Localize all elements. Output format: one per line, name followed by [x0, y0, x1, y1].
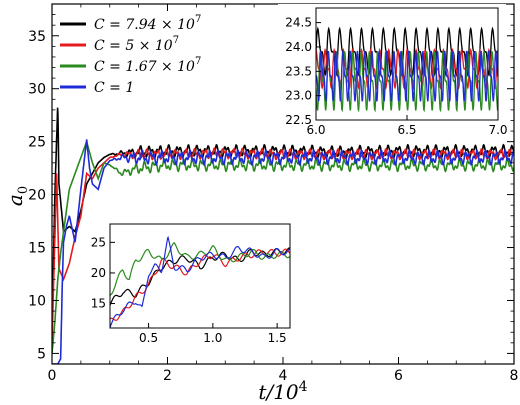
inset-top-series-2: [316, 50, 498, 113]
legend: C = 7.94 × 107 C = 5 × 107 C = 1.67 × 107 C…: [60, 14, 201, 96]
inset-bottom-series-1: [110, 248, 290, 321]
y-tick-label: 30: [28, 82, 46, 98]
inset-bottom-x-tick-label: 1.0: [203, 331, 222, 345]
inset-bottom-x-tick-label: 1.5: [268, 331, 287, 345]
inset-top-y-tick-label: 24.5: [285, 16, 312, 30]
x-tick-label: 8: [510, 368, 519, 384]
y-tick-label: 25: [28, 135, 46, 151]
legend-label-exponent: 7: [195, 14, 201, 25]
inset-top-y-tick-label: 24.0: [285, 40, 312, 54]
inset-top-y-tick-label: 23.0: [285, 89, 312, 103]
inset-top-right-plot: 6.0 6.5 7.0 22.5 23.0 23.5 24.0 24.5: [278, 4, 508, 142]
inset-bottom-x-tick-label: 0.5: [139, 331, 158, 345]
inset-top-y-tick-label: 22.5: [285, 113, 312, 127]
x-axis-label: t/104: [258, 379, 307, 404]
legend-label-exponent: 7: [173, 35, 179, 46]
y-tick-label: 35: [28, 29, 46, 45]
series-line-3: [52, 139, 514, 364]
y-axis-label-subscript: 0: [16, 186, 31, 194]
y-tick-label: 20: [28, 188, 46, 204]
inset-top-series-3: [316, 50, 498, 102]
inset-top-x-tick-label: 6.0: [306, 123, 325, 137]
inset-bottom-y-tick-label: 25: [91, 235, 106, 249]
y-tick-label: 15: [28, 241, 46, 257]
main-plot: 0 2 4 6 8 5 10 15 20 25 30 35 t/104 a0: [3, 3, 519, 404]
inset-top-x-tick-label: 6.5: [397, 123, 416, 137]
inset-bottom-frame: [109, 223, 291, 329]
inset-top-background: [278, 4, 506, 142]
inset-bottom-series-2: [110, 242, 290, 296]
y-axis-label: a0: [3, 186, 31, 206]
legend-label-exponent: 7: [195, 56, 201, 67]
x-tick-label: 6: [394, 368, 403, 384]
y-tick-label: 10: [28, 293, 46, 309]
inset-bottom-series-0: [110, 247, 290, 306]
legend-label-3: C = 1: [94, 80, 134, 96]
x-tick-label: 4: [279, 368, 288, 384]
inset-bottom-series-3: [110, 235, 290, 328]
legend-label-2: C = 1.67 × 107: [94, 56, 201, 75]
inset-top-x-tick-label: 7.0: [488, 123, 507, 137]
x-tick-label: 2: [163, 368, 172, 384]
series-line-0: [52, 107, 514, 333]
inset-bottom-left-plot: 0.5 1.0 1.5 15 20 25: [84, 220, 296, 346]
y-tick-label: 5: [37, 346, 46, 362]
inset-bottom-y-tick-label: 20: [91, 266, 106, 280]
inset-bottom-y-tick-label: 15: [91, 297, 106, 311]
legend-label-0: C = 7.94 × 107: [94, 14, 201, 33]
inset-bottom-background: [84, 220, 296, 346]
inset-top-y-tick-label: 23.5: [285, 64, 312, 78]
series-line-2: [52, 138, 514, 354]
x-tick-label: 0: [48, 368, 57, 384]
legend-label-1: C = 5 × 107: [94, 35, 179, 54]
x-axis-label-exponent: 4: [299, 379, 308, 395]
